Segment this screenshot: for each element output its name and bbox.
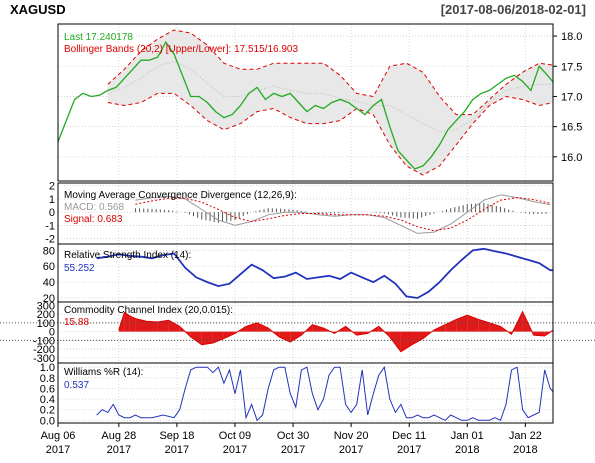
cci-area-segment (124, 312, 130, 332)
panel-frame-williams (57, 362, 554, 424)
y-tick-label: 0.0 (40, 415, 55, 427)
y-tick-label: 17.0 (561, 91, 582, 103)
cci-area-segment (456, 315, 468, 332)
cci-title: Commodity Channel Index (20,0.015): (64, 305, 233, 316)
x-tick-year: 2017 (165, 444, 189, 456)
rsi-line (96, 247, 553, 299)
rsi-title: Relative Strength Index (14): (64, 250, 191, 261)
y-tick-label: -300 (33, 353, 55, 365)
y-tick-label: 0.6 (40, 383, 55, 395)
williams-line (96, 365, 554, 422)
y-tick-label: 16.0 (561, 152, 582, 164)
y-tick-label: 80 (43, 245, 55, 257)
y-tick-label: 18.0 (561, 31, 582, 43)
cci-area-segment (279, 331, 291, 343)
cci-area-segment (212, 331, 224, 343)
legend-last-price: Last 17.240178 (64, 32, 133, 43)
macd-legend-signal: Signal: 0.683 (64, 214, 123, 225)
data-layer (0, 29, 595, 422)
x-tick-year: 2017 (281, 444, 305, 456)
x-tick-label: Nov 20 (334, 430, 369, 442)
y-tick-label: 20 (43, 293, 55, 305)
y-tick-label: 1.0 (40, 362, 55, 374)
legend-bollinger: Bollinger Bands (20,2) [Upper/Lower]: 17… (64, 44, 298, 55)
williams-title: Williams %R (14): (64, 367, 143, 378)
y-tick-label: 0 (49, 207, 55, 219)
y-tick-label: -100 (33, 335, 55, 347)
cci-area-segment (190, 331, 202, 345)
x-tick-year: 2018 (455, 444, 479, 456)
x-tick-label: Oct 09 (219, 430, 251, 442)
x-tick-year: 2017 (223, 444, 247, 456)
cci-area-segment (290, 331, 302, 343)
y-tick-label: 60 (43, 261, 55, 273)
x-tick-year: 2017 (46, 444, 70, 456)
y-tick-label: 16.5 (561, 122, 582, 134)
y-tick-label: 200 (37, 309, 55, 321)
bollinger-lower-line (107, 92, 554, 176)
cci-area-segment (412, 331, 423, 345)
macd-legend-value: MACD: 0.568 (64, 202, 124, 213)
text-layer: 16.0 16.5 17.0 17.5 18.0 Last 17.240178Bollin… (33, 31, 582, 456)
price-line (57, 40, 554, 170)
panel-frames (57, 23, 557, 427)
x-tick-label: Dec 11 (392, 430, 426, 442)
y-tick-label: 17.5 (561, 61, 582, 73)
x-tick-label: Sep 18 (159, 430, 194, 442)
rsi-legend-value: 55.252 (64, 263, 95, 274)
y-tick-label: -1 (45, 220, 55, 232)
cci-area-segment (400, 331, 412, 352)
y-tick-label: 1 (49, 194, 55, 206)
chart-date-range: [2017-08-06/2018-02-01] (441, 2, 586, 17)
cci-area-segment (445, 319, 457, 332)
y-tick-label: 0.8 (40, 373, 55, 385)
y-tick-label: 0.4 (40, 394, 55, 406)
cci-area-segment (389, 331, 401, 352)
y-tick-label: 100 (37, 318, 55, 330)
cci-area-segment (246, 322, 258, 332)
cci-area-segment (201, 331, 213, 345)
cci-area-segment (489, 322, 501, 332)
macd-line (135, 194, 551, 234)
chart-symbol-title: XAGUSD (10, 2, 66, 17)
y-tick-label: 0 (49, 327, 55, 339)
y-tick-label: -2 (45, 234, 55, 246)
cci-area-segment (257, 322, 269, 332)
y-tick-label: 300 (37, 300, 55, 312)
bollinger-band-fill (107, 30, 554, 175)
y-tick-label: -200 (33, 344, 55, 356)
cci-legend-value: 15.88 (64, 317, 89, 328)
cci-line (118, 310, 554, 353)
x-tick-label: Jan 22 (509, 430, 542, 442)
bollinger-middle-line (107, 60, 554, 133)
macd-title: Moving Average Convergence Divergence (1… (64, 190, 297, 201)
x-tick-label: Aug 28 (101, 430, 136, 442)
x-tick-year: 2017 (339, 444, 363, 456)
y-tick-label: 0.2 (40, 405, 55, 417)
x-tick-year: 2017 (397, 444, 421, 456)
cci-area-segment (135, 318, 147, 332)
x-tick-year: 2018 (513, 444, 537, 456)
bollinger-upper-line (107, 29, 554, 116)
x-tick-year: 2017 (107, 444, 131, 456)
cci-area-segment (467, 315, 479, 332)
x-tick-label: Aug 06 (41, 430, 76, 442)
x-tick-label: Jan 01 (451, 430, 484, 442)
cci-area-segment (312, 324, 324, 332)
cci-area-segment (129, 315, 136, 332)
y-tick-label: 2 (49, 181, 55, 193)
x-tick-label: Oct 30 (277, 430, 309, 442)
williams-legend-value: 0.537 (64, 380, 89, 391)
panel-frame-price (57, 23, 554, 182)
y-tick-label: 40 (43, 277, 55, 289)
cci-area-segment (146, 321, 158, 332)
macd-signal-line (135, 197, 551, 232)
